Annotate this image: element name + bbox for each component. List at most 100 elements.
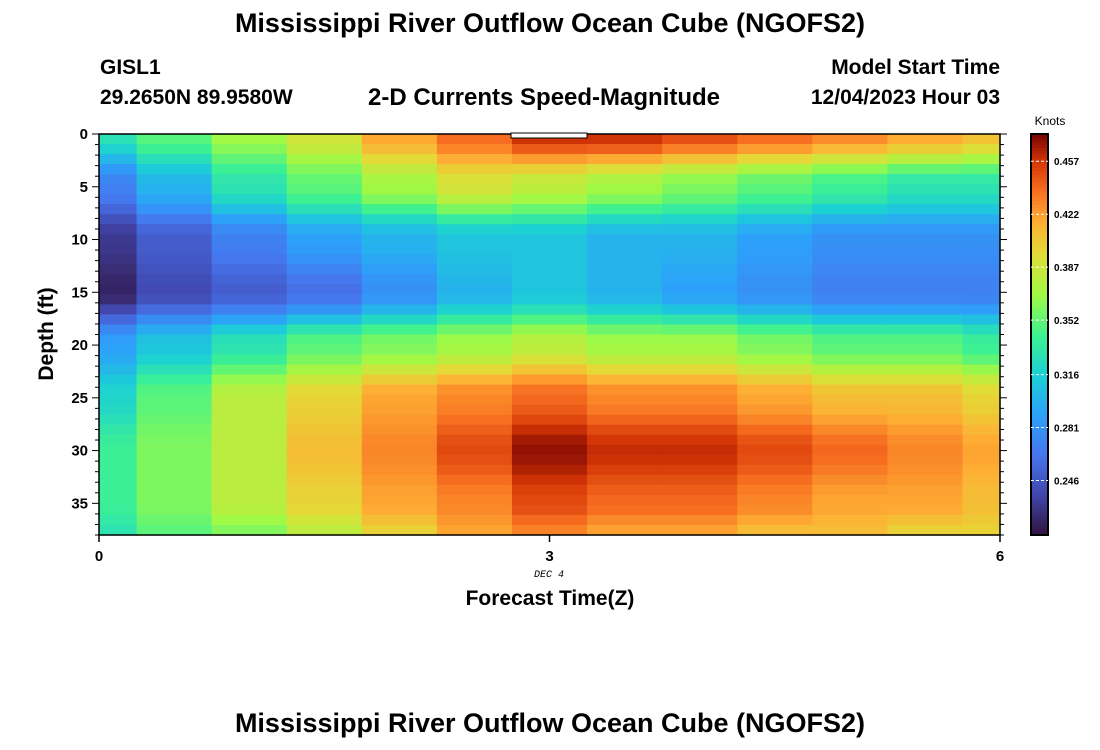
station-id: GISL1 — [100, 56, 161, 79]
heatmap-cell — [737, 164, 813, 175]
heatmap-cell — [962, 184, 1001, 195]
heatmap-cell — [99, 354, 138, 366]
x-date-label: DEC 4 — [534, 570, 564, 581]
heatmap-cell — [962, 174, 1001, 185]
heatmap-cell — [286, 194, 363, 205]
colorbar-segment — [1031, 491, 1048, 496]
heatmap-cell — [812, 214, 888, 225]
heatmap-cell — [962, 274, 1001, 285]
heatmap-cell — [511, 444, 588, 456]
heatmap-cell — [286, 324, 363, 336]
heatmap-cell — [361, 134, 438, 145]
heatmap-cell — [211, 194, 288, 205]
heatmap-cell — [962, 334, 1001, 346]
heatmap-cell — [812, 164, 888, 175]
model-start-label: Model Start Time — [831, 56, 1000, 79]
colorbar-segment — [1031, 418, 1048, 422]
colorbar-segment — [1031, 210, 1048, 215]
heatmap-cell — [887, 454, 964, 466]
heatmap-cell — [286, 494, 363, 506]
currents-heatmap-chart: 0 5 10 15 20 25 30 35 0 3 6 DEC 4 Forecast Time(Z… — [35, 114, 1079, 610]
colorbar-segment — [1031, 511, 1048, 516]
heatmap-cell — [511, 204, 588, 215]
heatmap-cell — [286, 374, 363, 386]
heatmap-cell — [962, 484, 1001, 496]
heatmap-cell — [812, 334, 888, 346]
colorbar-segment — [1031, 434, 1048, 439]
heatmap-cell — [962, 524, 1001, 536]
heatmap-cell — [136, 434, 213, 446]
heatmap-cell — [136, 474, 213, 486]
heatmap-cell — [511, 364, 588, 376]
colorbar-segment — [1031, 264, 1048, 269]
time-marker-bar — [510, 132, 588, 139]
heatmap-cell — [361, 474, 438, 486]
heatmap-cell — [136, 324, 213, 336]
heatmap-cell — [587, 274, 663, 285]
colorbar-segment — [1031, 224, 1048, 229]
heatmap-cell — [962, 494, 1001, 506]
heatmap-cell — [511, 504, 588, 516]
heatmap-cell — [211, 344, 288, 356]
heatmap-cell — [286, 514, 363, 526]
heatmap-cell — [99, 204, 138, 215]
colorbar-segment — [1031, 197, 1048, 202]
heatmap-cell — [211, 504, 288, 516]
heatmap-cell — [737, 374, 813, 386]
heatmap-cell — [211, 474, 288, 486]
heatmap-cell — [436, 414, 513, 426]
heatmap-cell — [812, 494, 888, 506]
heatmap-cell — [737, 394, 813, 406]
heatmap-cell — [436, 394, 513, 406]
heatmap-cell — [662, 384, 738, 396]
colorbar-tick-label: 0.316 — [1054, 371, 1079, 382]
heatmap-cell — [436, 234, 513, 245]
heatmap-cell — [737, 384, 813, 396]
heatmap-cell — [211, 174, 288, 185]
heatmap-cell — [286, 434, 363, 446]
heatmap-cell — [361, 464, 438, 476]
heatmap-cell — [737, 214, 813, 225]
heatmap-cell — [286, 134, 363, 145]
heatmap-cell — [99, 234, 138, 245]
heatmap-cell — [887, 394, 964, 406]
y-tick-label: 10 — [71, 232, 88, 249]
y-tick-label: 5 — [80, 179, 88, 196]
heatmap-cell — [962, 134, 1001, 145]
heatmap-cell — [436, 504, 513, 516]
heatmap-cell — [211, 374, 288, 386]
colorbar-segment — [1031, 244, 1048, 249]
heatmap-cell — [662, 174, 738, 185]
colorbar-segment — [1031, 448, 1048, 453]
heatmap-cell — [962, 244, 1001, 255]
heatmap-cell — [361, 494, 438, 506]
heatmap-cell — [211, 234, 288, 245]
heatmap-cell — [211, 254, 288, 265]
heatmap-cell — [587, 194, 663, 205]
heatmap-cell — [99, 504, 138, 516]
heatmap-cell — [436, 244, 513, 255]
heatmap-cell — [812, 284, 888, 295]
heatmap-cell — [361, 404, 438, 416]
heatmap-cell — [962, 234, 1001, 245]
heatmap-cell — [361, 154, 438, 165]
heatmap-cell — [887, 184, 964, 195]
heatmap-cell — [662, 374, 738, 386]
heatmap-cell — [361, 414, 438, 426]
heatmap-cell — [887, 154, 964, 165]
heatmap-cell — [812, 174, 888, 185]
heatmap-cell — [286, 424, 363, 436]
heatmap-cell — [737, 304, 813, 316]
heatmap-cell — [887, 364, 964, 376]
heatmap-cell — [99, 174, 138, 185]
heatmap-cell — [662, 214, 738, 225]
heatmap-cell — [211, 444, 288, 456]
y-tick-label: 25 — [71, 390, 88, 407]
heatmap-cell — [136, 294, 213, 306]
colorbar-segment — [1031, 157, 1048, 162]
heatmap-cell — [962, 354, 1001, 366]
heatmap-cell — [436, 464, 513, 476]
heatmap-cell — [812, 324, 888, 336]
colorbar-segment — [1031, 230, 1048, 235]
heatmap-cell — [286, 254, 363, 265]
